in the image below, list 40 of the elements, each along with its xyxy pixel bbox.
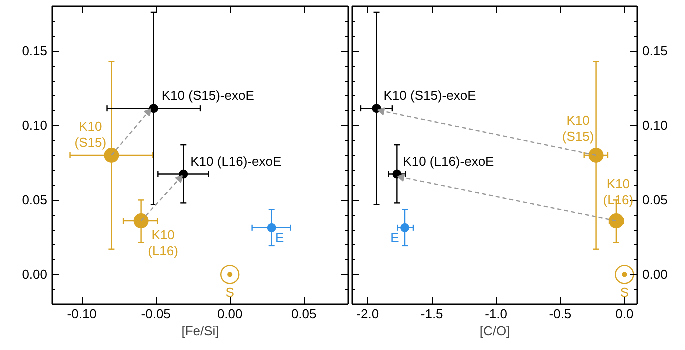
series-label: S [226, 285, 235, 300]
series-label: K10 (L16)-exoE [403, 154, 495, 169]
point [104, 148, 120, 163]
point [220, 265, 240, 284]
series-label: K10 (L16) [148, 228, 178, 258]
series-label: K10 (S15)-exoE [162, 88, 255, 104]
series-label: K10 (L16) [603, 176, 634, 208]
x-axis-title: [C/O] [480, 324, 510, 338]
x-tick-label: 0.00 [217, 306, 243, 322]
point [608, 214, 624, 229]
y2-tick-label: 0.00 [642, 267, 668, 282]
y-tick-label: 0.00 [22, 267, 48, 282]
series-label: K10 (L16)-exoE [190, 154, 282, 169]
x-tick-label: -0.05 [141, 306, 171, 322]
x-tick-label: 0.05 [291, 306, 317, 322]
point [588, 148, 604, 163]
point [615, 265, 634, 284]
series-label: K10 (S15)-exoE [384, 88, 477, 104]
x-tick-label: -1.0 [485, 306, 508, 322]
series-label: K10 (S15) [562, 113, 594, 144]
x-axis-title: [Fe/Si] [182, 324, 220, 338]
x-tick-label: -1.5 [420, 306, 444, 322]
series-label: E [276, 230, 284, 246]
y2-tick-label: 0.15 [642, 44, 668, 59]
point [400, 223, 410, 232]
x-tick-label: -0.10 [67, 306, 97, 322]
series-label: K10 (S15) [74, 119, 107, 150]
y2-tick-label: 0.05 [642, 192, 668, 208]
x-tick-label: -0.5 [549, 306, 572, 322]
y-tick-label: 0.10 [22, 118, 48, 134]
x-tick-label: 0.0 [616, 306, 634, 322]
y-tick-label: 0.05 [22, 192, 48, 208]
series-label: E [390, 230, 400, 246]
y2-tick-label: 0.10 [642, 118, 668, 134]
series-label: S [620, 285, 630, 300]
point [267, 223, 276, 232]
x-tick-label: -2.0 [356, 306, 380, 322]
point [134, 214, 149, 229]
point [149, 104, 158, 114]
y-tick-label: 0.15 [22, 44, 48, 59]
